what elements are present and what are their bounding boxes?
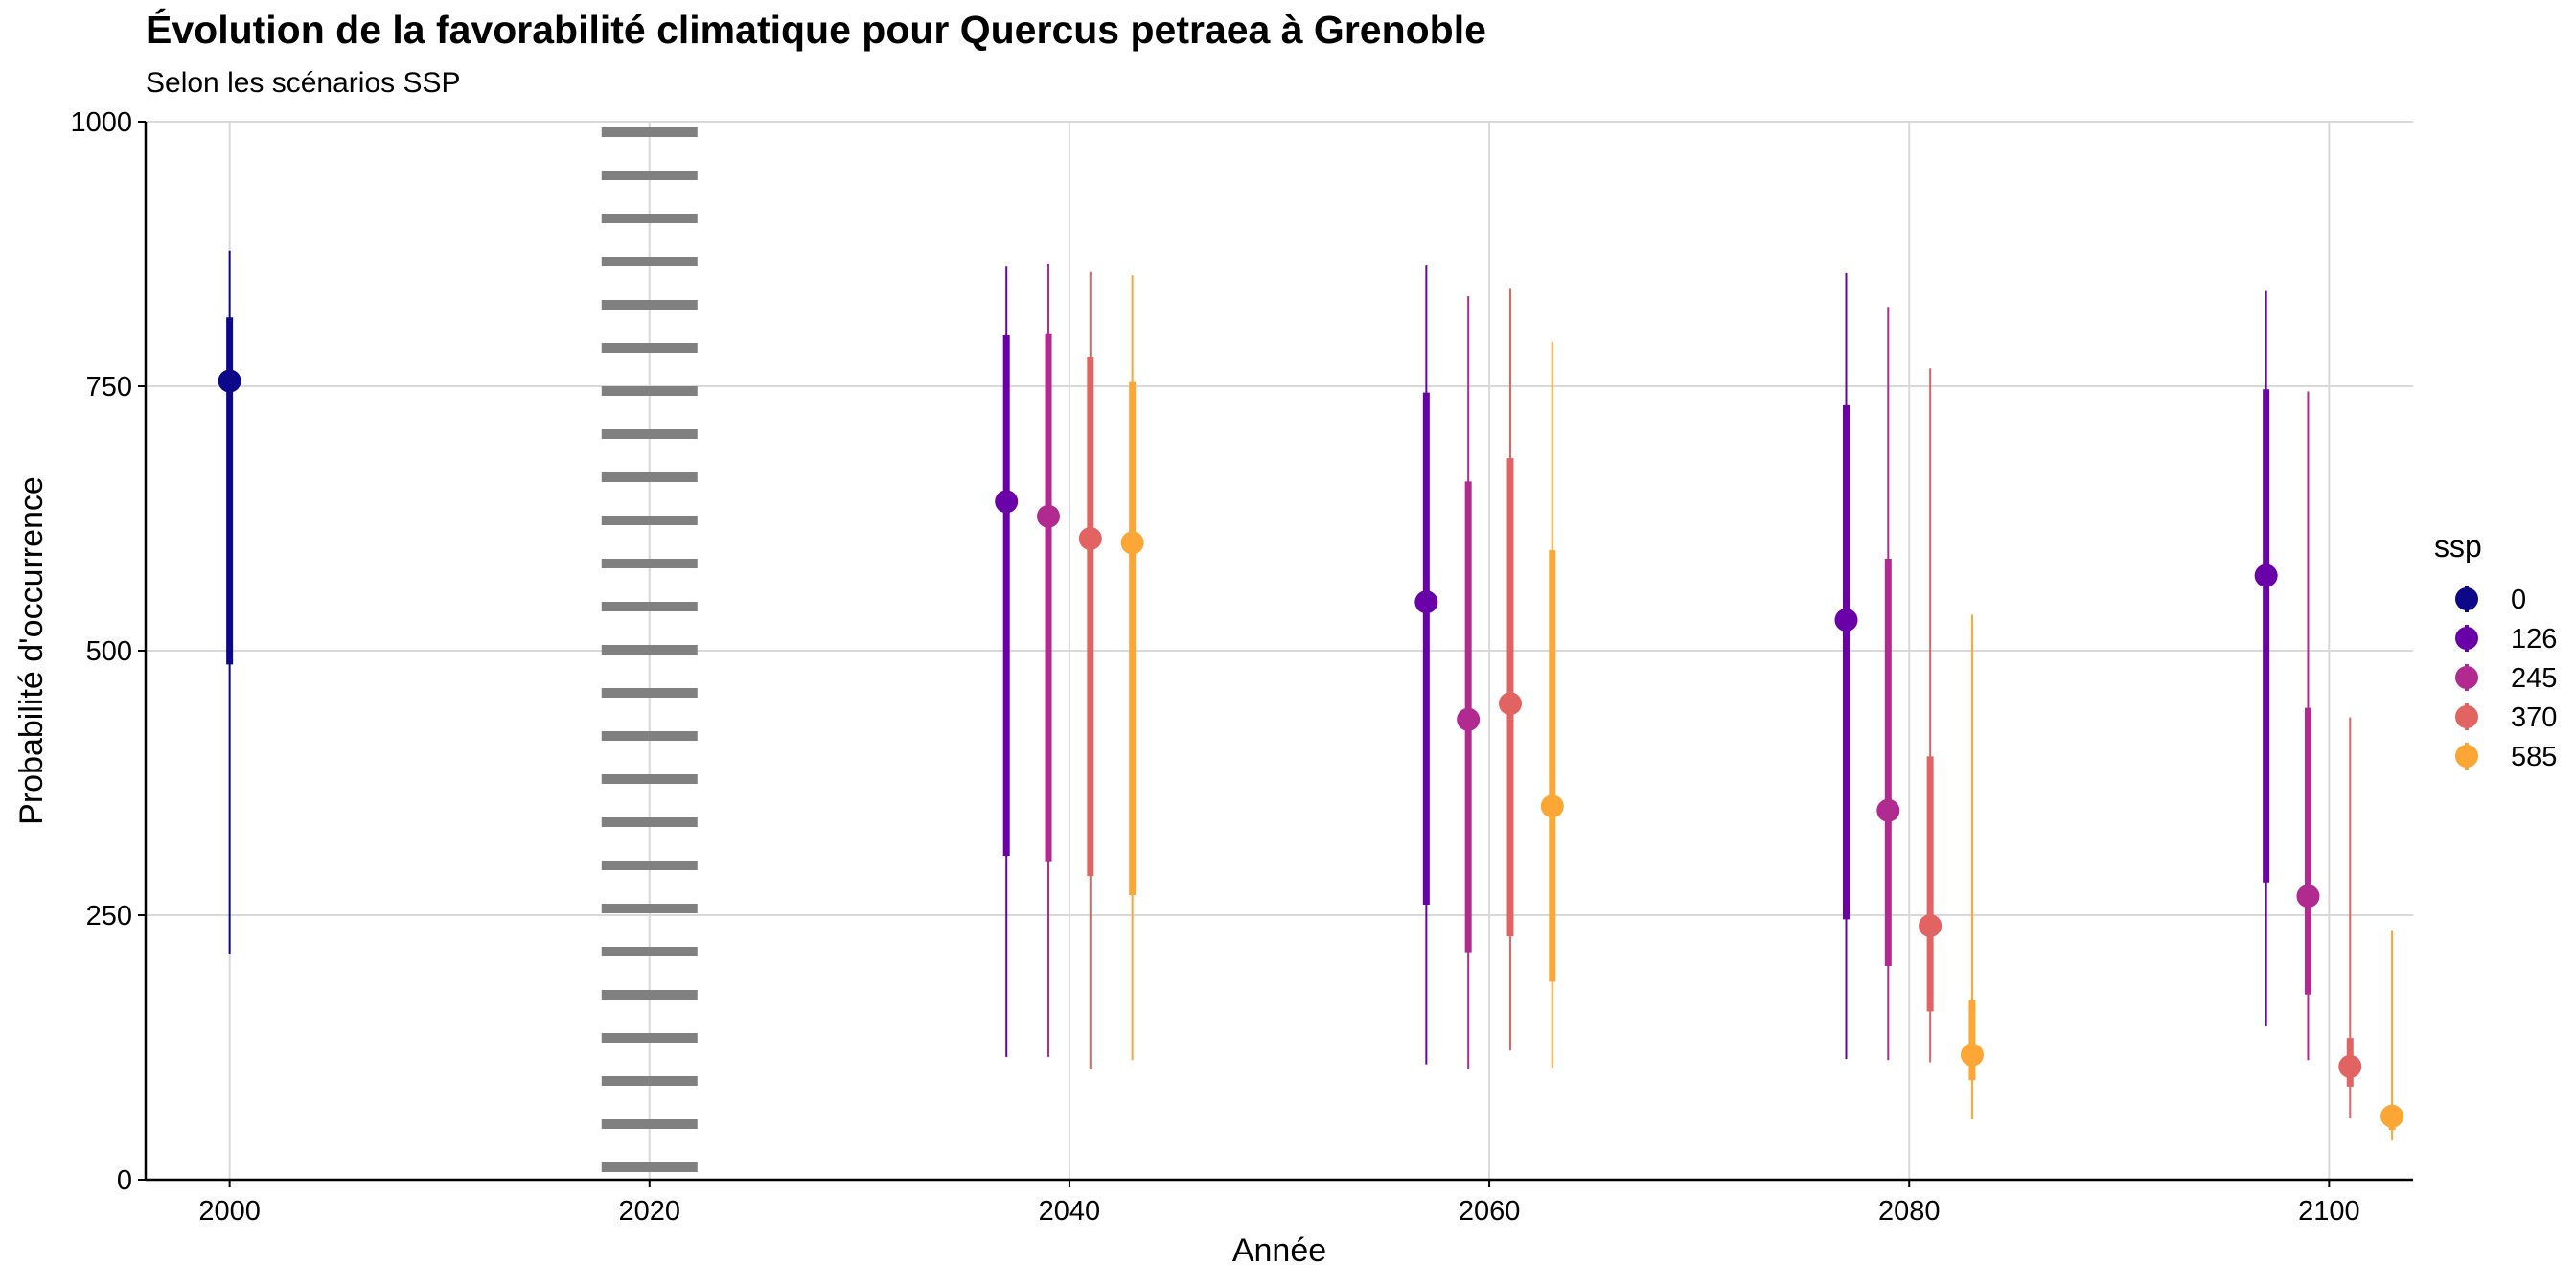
point-ssp-126 — [1414, 590, 1438, 614]
legend-key-point — [2455, 705, 2478, 728]
x-tick-label: 2100 — [2298, 1196, 2360, 1227]
point-ssp-370 — [1078, 526, 1102, 550]
legend-label: 0 — [2511, 585, 2526, 615]
point-ssp-126 — [2254, 564, 2278, 587]
x-tick-label: 2080 — [1878, 1196, 1941, 1227]
legend-key-point — [2455, 745, 2478, 768]
x-tick-label: 2020 — [619, 1196, 681, 1227]
x-tick-label: 2060 — [1459, 1196, 1521, 1227]
legend-label: 126 — [2511, 624, 2557, 655]
reference-line-spacer — [689, 122, 698, 1180]
point-ssp-585 — [1120, 531, 1144, 555]
x-tick-label: 2000 — [198, 1196, 261, 1227]
axes: 0 250 500 750 1000 2000 2020 2040 2060 2080 2100 An… — [13, 107, 2413, 1269]
point-ssp-245 — [1037, 504, 1061, 528]
reference-line — [601, 122, 698, 1180]
legend-key-point — [2455, 666, 2478, 689]
x-axis-title: Année — [1232, 1232, 1326, 1269]
point-ssp-585 — [2380, 1104, 2404, 1128]
point-ssp-0 — [218, 369, 242, 393]
y-tick-label: 0 — [117, 1165, 132, 1196]
legend-label: 245 — [2511, 663, 2557, 694]
point-ssp-370 — [1498, 692, 1522, 716]
legend-key-point — [2455, 587, 2478, 610]
x-tick-label: 2040 — [1039, 1196, 1101, 1227]
point-ssp-245 — [1457, 707, 1481, 731]
point-ssp-585 — [1540, 794, 1564, 818]
point-ssp-370 — [2338, 1054, 2362, 1078]
point-ssp-585 — [1960, 1043, 1984, 1067]
point-ssp-245 — [1876, 798, 1900, 822]
point-ssp-126 — [995, 490, 1019, 514]
reference-line-spacer — [651, 122, 659, 1180]
legend: ssp 0 126 245 370 585 — [2434, 529, 2557, 772]
legend-label: 585 — [2511, 742, 2557, 772]
y-tick-label: 500 — [86, 636, 132, 667]
y-tick-label: 750 — [86, 372, 132, 402]
chart-title: Évolution de la favorabilité climatique … — [146, 8, 1486, 52]
y-tick-label: 1000 — [70, 107, 132, 138]
point-ssp-370 — [1919, 914, 1943, 938]
chart-subtitle: Selon les scénarios SSP — [146, 67, 461, 99]
y-tick-label: 250 — [86, 901, 132, 932]
y-axis-title: Probabilité d'occurrence — [13, 476, 50, 825]
legend-key-point — [2455, 627, 2478, 650]
legend-label: 370 — [2511, 702, 2557, 733]
point-ssp-245 — [2296, 885, 2320, 908]
reference-line-spacer — [632, 122, 640, 1180]
reference-line-spacer — [612, 122, 621, 1180]
grid-lines — [146, 121, 2413, 1180]
legend-title: ssp — [2434, 529, 2482, 564]
point-ssp-126 — [1834, 608, 1858, 632]
data-marks — [218, 250, 2404, 1141]
reference-line-spacer — [670, 122, 678, 1180]
